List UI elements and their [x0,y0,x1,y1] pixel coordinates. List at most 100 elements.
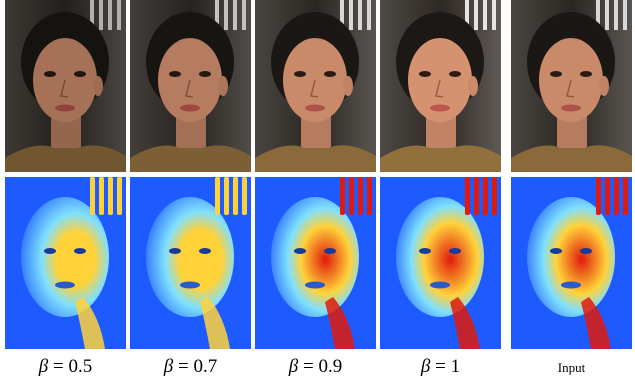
heatmap-neck-region [75,297,105,349]
heatmap-beta-07-image [130,177,251,349]
left-eye [419,71,431,77]
heatmap-beta-1-image [380,177,501,349]
heatmap-stripe [108,177,113,215]
caption-beta-09-value: 0.9 [318,356,343,377]
heatmap-beta-05 [5,177,126,349]
left-eye [44,71,56,77]
heatmap-stripe [242,177,247,215]
left-eye [550,71,562,77]
heatmap-neck-region [200,297,230,349]
photo-input-image [511,0,632,172]
window-stripe [596,0,600,30]
window-stripe [605,0,609,30]
window-stripe [340,0,344,30]
heatmap-stripe [492,177,497,215]
window-stripe [614,0,618,30]
window-stripe [215,0,219,30]
clothing [380,145,501,172]
heatmap-beta-09 [255,177,376,349]
caption-beta-1: β = 1 [420,356,461,377]
window-stripe [349,0,353,30]
window-stripe [242,0,246,30]
lips [180,104,200,112]
caption-beta-05: β = 0.5 [38,356,93,377]
clothing [130,145,251,172]
heatmap-right-eye [449,248,461,254]
heatmap-stripe [340,177,345,215]
nose [60,79,69,98]
heatmap-lips [305,281,325,289]
heatmap-stripe [233,177,238,215]
nose [185,79,194,98]
heatmap-stripe [367,177,372,215]
heatmap-input [511,177,632,349]
right-eye [449,71,461,77]
caption-beta-09: β = 0.9 [288,356,343,377]
heatmap-left-eye [44,248,56,254]
clothing [511,145,632,172]
caption-beta-1-value: 1 [450,356,461,377]
heatmap-beta-05-image [5,177,126,349]
lips [55,104,75,112]
heatmap-stripe [596,177,601,215]
window-stripe [483,0,487,30]
right-eye [324,71,336,77]
lips [561,104,581,112]
window-stripe [623,0,627,30]
heatmap-stripe [605,177,610,215]
heatmap-face-region [527,197,615,317]
caption-beta-09-symbol: β [288,356,299,377]
photo-beta-05-image [5,0,126,172]
heatmap-stripe [358,177,363,215]
photo-beta-07-image [130,0,251,172]
left-eye [169,71,181,77]
right-eye [580,71,592,77]
photo-beta-09 [255,0,376,172]
heatmap-input-image [511,177,632,349]
heatmap-stripe [483,177,488,215]
photo-beta-07 [130,0,251,172]
photo-input [511,0,632,172]
heatmap-beta-1 [380,177,501,349]
window-stripe [99,0,103,30]
caption-beta-1-symbol: β [420,356,431,377]
heatmap-stripe [465,177,470,215]
heatmap-stripe [614,177,619,215]
ear [343,76,353,96]
photo-beta-1 [380,0,501,172]
heatmap-lips [180,281,200,289]
heatmap-lips [55,281,75,289]
heatmap-stripe [99,177,104,215]
window-stripe [233,0,237,30]
heatmap-stripe [623,177,628,215]
heatmap-face-region [396,197,484,317]
right-eye [199,71,211,77]
nose [435,79,444,98]
window-stripe [465,0,469,30]
heatmap-right-eye [324,248,336,254]
heatmap-beta-07 [130,177,251,349]
heatmap-stripe [215,177,220,215]
nose [566,79,575,98]
lips [305,104,325,112]
window-stripe [358,0,362,30]
heatmap-neck-region [450,297,480,349]
ear [218,76,228,96]
heatmap-neck-region [581,297,611,349]
right-eye [74,71,86,77]
heatmap-left-eye [169,248,181,254]
caption-beta-05-symbol: β [38,356,49,377]
heatmap-stripe [224,177,229,215]
ear [93,76,103,96]
window-stripe [108,0,112,30]
heatmap-face-region [271,197,359,317]
caption-beta-07-symbol: β [163,356,174,377]
heatmap-lips [430,281,450,289]
ear [468,76,478,96]
window-stripe [474,0,478,30]
heatmap-right-eye [580,248,592,254]
heatmap-right-eye [74,248,86,254]
window-stripe [90,0,94,30]
photo-beta-05 [5,0,126,172]
